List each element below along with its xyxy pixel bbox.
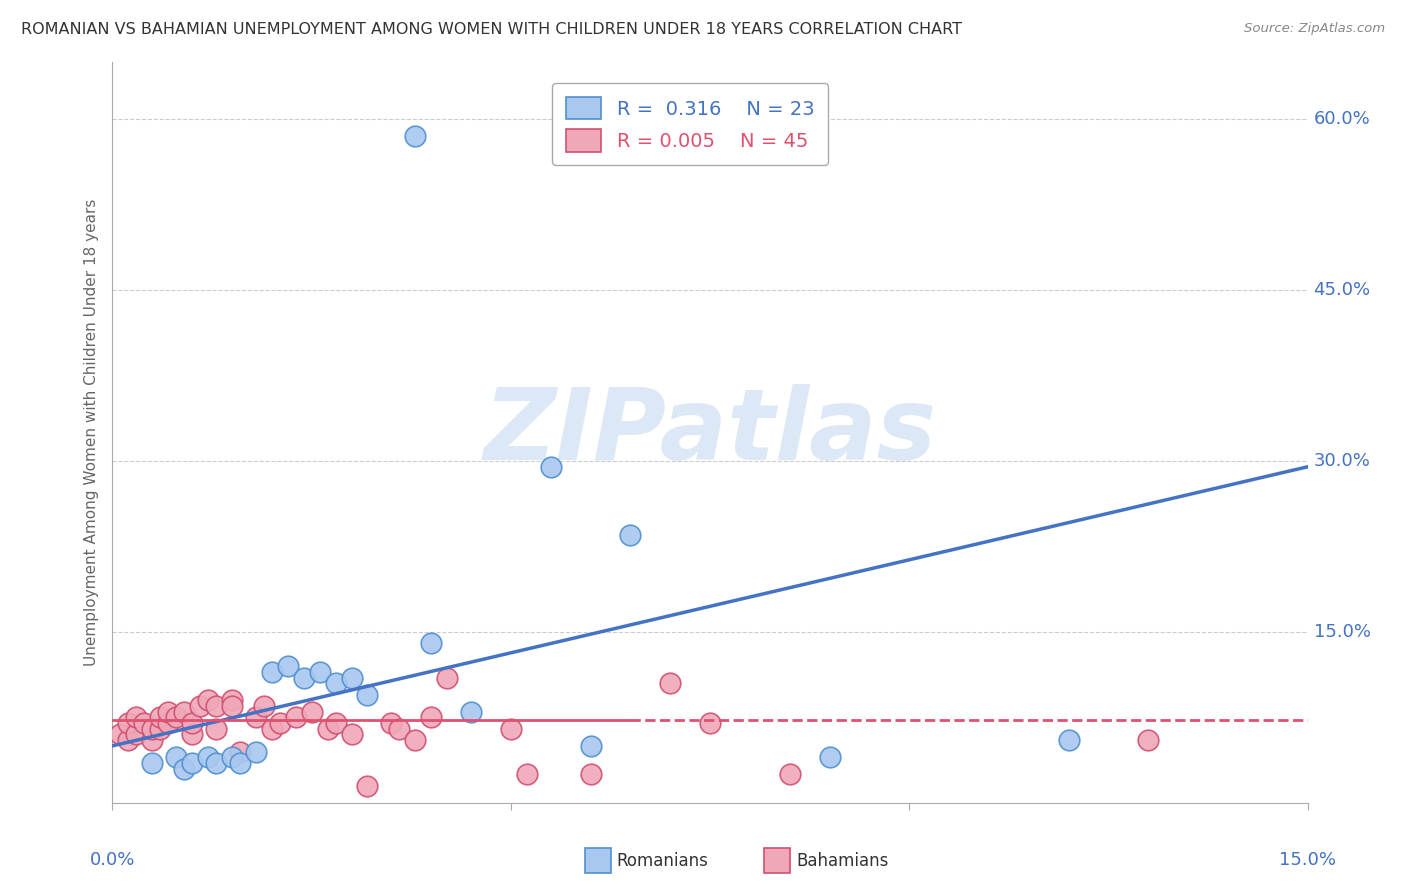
Point xyxy=(165,750,187,764)
Point xyxy=(340,727,363,741)
Text: Romanians: Romanians xyxy=(617,852,709,870)
Text: Bahamians: Bahamians xyxy=(796,852,889,870)
Point xyxy=(516,767,538,781)
Text: 15.0%: 15.0% xyxy=(1313,623,1371,641)
Point xyxy=(1057,733,1080,747)
Point xyxy=(117,733,139,747)
Point xyxy=(221,693,243,707)
Point xyxy=(229,756,252,770)
Text: 0.0%: 0.0% xyxy=(90,851,135,869)
Point xyxy=(579,767,602,781)
Point xyxy=(301,705,323,719)
Point xyxy=(205,698,228,713)
Point xyxy=(253,698,276,713)
Point xyxy=(316,722,339,736)
Point xyxy=(619,528,641,542)
Point xyxy=(165,710,187,724)
Point xyxy=(245,710,267,724)
Point xyxy=(699,716,721,731)
Point xyxy=(205,722,228,736)
Point xyxy=(499,722,522,736)
Point xyxy=(181,756,204,770)
Point xyxy=(141,733,163,747)
Point xyxy=(197,693,219,707)
Point xyxy=(404,733,426,747)
Point xyxy=(356,779,378,793)
Bar xyxy=(585,848,610,873)
Point xyxy=(277,659,299,673)
Point xyxy=(460,705,482,719)
Point xyxy=(540,459,562,474)
Text: 15.0%: 15.0% xyxy=(1279,851,1336,869)
Point xyxy=(141,756,163,770)
Point xyxy=(659,676,682,690)
Point xyxy=(245,745,267,759)
Point xyxy=(173,705,195,719)
Point xyxy=(420,710,443,724)
Point xyxy=(436,671,458,685)
Text: 30.0%: 30.0% xyxy=(1313,452,1371,470)
Text: ROMANIAN VS BAHAMIAN UNEMPLOYMENT AMONG WOMEN WITH CHILDREN UNDER 18 YEARS CORRE: ROMANIAN VS BAHAMIAN UNEMPLOYMENT AMONG … xyxy=(21,22,962,37)
Point xyxy=(340,671,363,685)
Point xyxy=(1137,733,1160,747)
Point xyxy=(284,710,307,724)
Point xyxy=(205,756,228,770)
Point xyxy=(325,716,347,731)
Point xyxy=(134,716,156,731)
Point xyxy=(779,767,801,781)
Point xyxy=(325,676,347,690)
Text: Source: ZipAtlas.com: Source: ZipAtlas.com xyxy=(1244,22,1385,36)
Point xyxy=(269,716,291,731)
Point xyxy=(181,716,204,731)
Point xyxy=(157,716,180,731)
Point xyxy=(292,671,315,685)
Point xyxy=(579,739,602,753)
Point xyxy=(149,710,172,724)
Point xyxy=(221,750,243,764)
Point xyxy=(173,762,195,776)
Y-axis label: Unemployment Among Women with Children Under 18 years: Unemployment Among Women with Children U… xyxy=(83,199,98,666)
Point xyxy=(125,710,148,724)
Text: 60.0%: 60.0% xyxy=(1313,111,1371,128)
Point xyxy=(260,665,283,679)
Point xyxy=(229,745,252,759)
Point xyxy=(388,722,411,736)
Legend: R =  0.316    N = 23, R = 0.005    N = 45: R = 0.316 N = 23, R = 0.005 N = 45 xyxy=(553,83,828,165)
Point xyxy=(221,698,243,713)
Point xyxy=(141,722,163,736)
Point xyxy=(110,727,132,741)
Bar xyxy=(763,848,790,873)
Point xyxy=(197,750,219,764)
Point xyxy=(818,750,841,764)
Point xyxy=(420,636,443,650)
Point xyxy=(117,716,139,731)
Point xyxy=(404,129,426,144)
Text: ZIPatlas: ZIPatlas xyxy=(484,384,936,481)
Point xyxy=(380,716,402,731)
Point xyxy=(260,722,283,736)
Point xyxy=(157,705,180,719)
Text: 45.0%: 45.0% xyxy=(1313,281,1371,299)
Point xyxy=(188,698,211,713)
Point xyxy=(149,722,172,736)
Point xyxy=(125,727,148,741)
Point xyxy=(181,727,204,741)
Point xyxy=(356,688,378,702)
Point xyxy=(308,665,330,679)
